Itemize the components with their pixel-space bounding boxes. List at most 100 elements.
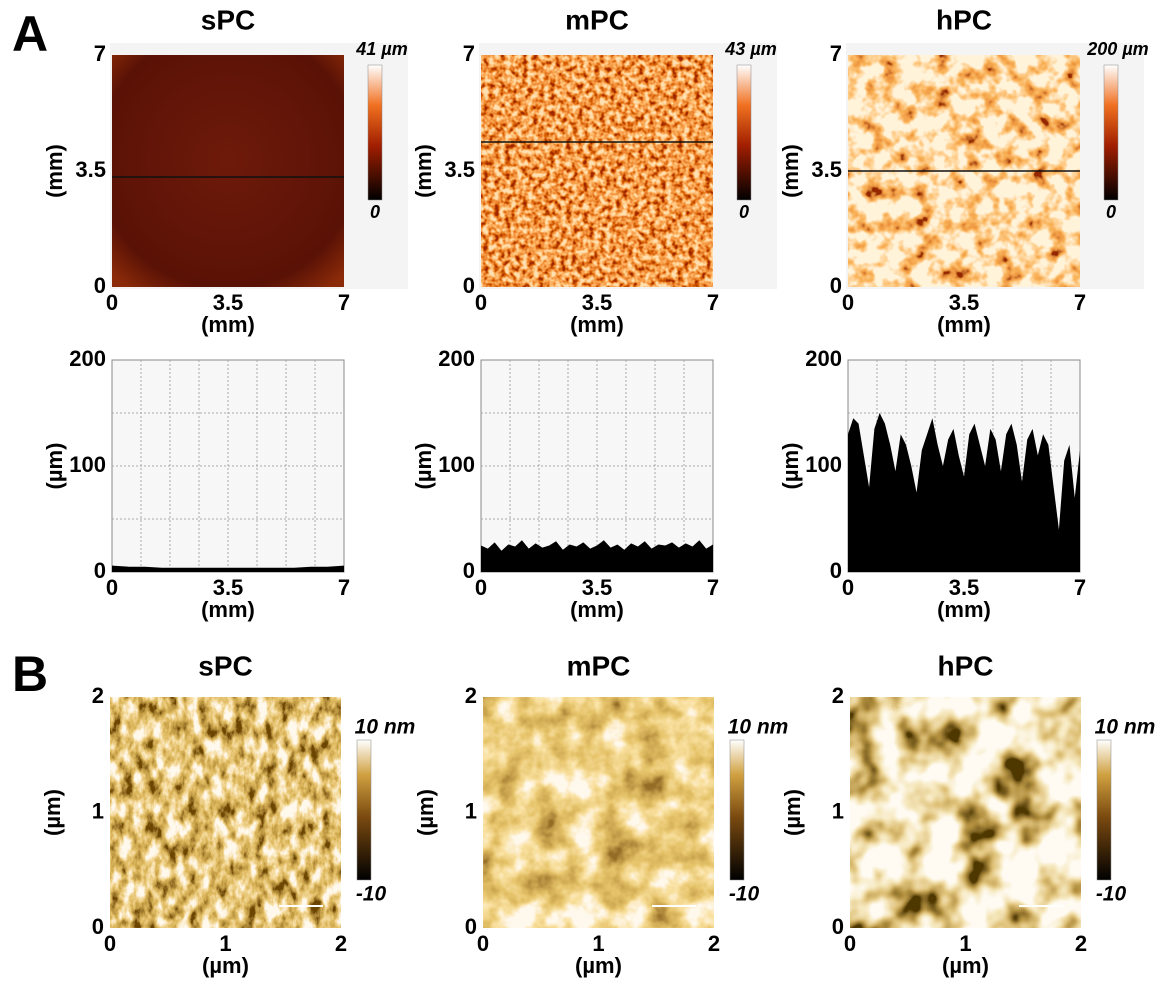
colorbar-max: 10 nm: [1095, 716, 1156, 739]
colorbar-min: 0: [739, 202, 749, 222]
x-tick-label: 0: [842, 575, 854, 600]
y-tick-label: 0: [94, 558, 106, 583]
map-title: sPC: [198, 650, 252, 681]
y-tick-label: 1: [465, 798, 477, 823]
x-axis-label: (µm): [202, 953, 249, 978]
x-tick-label: 0: [106, 290, 118, 315]
colorbar: [1096, 739, 1112, 881]
y-tick-label: 7: [94, 41, 106, 66]
y-axis-label: (µm): [40, 789, 65, 836]
map-title: hPC: [938, 650, 994, 681]
y-tick-label: 3.5: [75, 157, 106, 182]
x-axis-label: (µm): [942, 953, 989, 978]
afm-image: [483, 697, 714, 928]
y-tick-label: 0: [463, 273, 475, 298]
colorbar-min: -10: [729, 883, 760, 906]
y-tick-label: 200: [69, 346, 106, 371]
x-tick-label: 0: [106, 575, 118, 600]
y-tick-label: 100: [69, 452, 106, 477]
map-title: sPC: [201, 4, 255, 35]
colorbar-max: 200 µm: [1086, 39, 1148, 59]
y-tick-label: 0: [92, 914, 104, 939]
y-tick-label: 200: [805, 346, 842, 371]
y-tick-label: 0: [465, 914, 477, 939]
colorbar-min: 0: [370, 202, 380, 222]
y-tick-label: 3.5: [444, 157, 475, 182]
y-tick-label: 0: [832, 914, 844, 939]
y-tick-label: 0: [463, 558, 475, 583]
x-tick-label: 0: [104, 931, 116, 956]
y-tick-label: 0: [94, 273, 106, 298]
y-tick-label: 3.5: [811, 157, 842, 182]
y-tick-label: 100: [805, 452, 842, 477]
x-tick-label: 3.5: [213, 290, 244, 315]
profile-area: [848, 413, 1080, 572]
x-tick-label: 3.5: [949, 290, 980, 315]
x-axis-label: (mm): [570, 312, 624, 337]
y-tick-label: 1: [832, 798, 844, 823]
colorbar-min: 0: [1106, 202, 1116, 222]
x-tick-label: 1: [592, 931, 604, 956]
height-map: [112, 55, 344, 287]
height-map: [481, 55, 713, 287]
colorbar: [1103, 64, 1119, 201]
y-axis-label: (mm): [411, 144, 436, 198]
x-tick-label: 7: [338, 575, 350, 600]
y-tick-label: 7: [830, 41, 842, 66]
x-tick-label: 1: [219, 931, 231, 956]
x-tick-label: 0: [477, 931, 489, 956]
y-tick-label: 7: [463, 41, 475, 66]
x-tick-label: 7: [1074, 575, 1086, 600]
y-axis-label: (mm): [42, 144, 67, 198]
profile-area: [112, 565, 344, 572]
y-axis-label: (µm): [780, 789, 805, 836]
y-tick-label: 200: [438, 346, 475, 371]
colorbar-min: -10: [1096, 883, 1127, 906]
x-axis-label: (mm): [201, 597, 255, 622]
x-tick-label: 1: [959, 931, 971, 956]
x-tick-label: 0: [475, 575, 487, 600]
x-tick-label: 3.5: [213, 575, 244, 600]
y-tick-label: 100: [438, 452, 475, 477]
y-axis-label: (µm): [778, 443, 803, 490]
afm-image: [110, 697, 341, 928]
x-tick-label: 7: [707, 290, 719, 315]
x-axis-label: (mm): [201, 312, 255, 337]
panel-label: B: [12, 646, 48, 702]
y-tick-label: 1: [92, 798, 104, 823]
x-tick-label: 0: [475, 290, 487, 315]
map-title: hPC: [936, 4, 992, 35]
y-axis-label: (µm): [42, 443, 67, 490]
x-tick-label: 3.5: [949, 575, 980, 600]
colorbar: [356, 739, 372, 881]
x-tick-label: 0: [842, 290, 854, 315]
x-tick-label: 7: [1074, 290, 1086, 315]
colorbar: [729, 739, 745, 881]
x-tick-label: 3.5: [582, 290, 613, 315]
y-axis-label: (µm): [413, 789, 438, 836]
x-tick-label: 0: [844, 931, 856, 956]
y-tick-label: 2: [465, 683, 477, 708]
colorbar-max: 43 µm: [724, 39, 776, 59]
x-axis-label: (µm): [575, 953, 622, 978]
map-title: mPC: [565, 4, 629, 35]
y-axis-label: (mm): [778, 144, 803, 198]
x-axis-label: (mm): [937, 312, 991, 337]
x-tick-label: 2: [708, 931, 720, 956]
colorbar-max: 10 nm: [355, 716, 416, 739]
afm-image: [850, 697, 1081, 928]
colorbar: [367, 64, 383, 201]
x-tick-label: 2: [1075, 931, 1087, 956]
profile-area: [481, 540, 713, 572]
colorbar: [736, 64, 752, 201]
panel-label: A: [12, 6, 48, 62]
y-axis-label: (µm): [411, 443, 436, 490]
colorbar-max: 10 nm: [728, 716, 789, 739]
y-tick-label: 2: [92, 683, 104, 708]
y-tick-label: 2: [832, 683, 844, 708]
map-title: mPC: [567, 650, 631, 681]
x-tick-label: 3.5: [582, 575, 613, 600]
y-tick-label: 0: [830, 558, 842, 583]
x-tick-label: 7: [707, 575, 719, 600]
